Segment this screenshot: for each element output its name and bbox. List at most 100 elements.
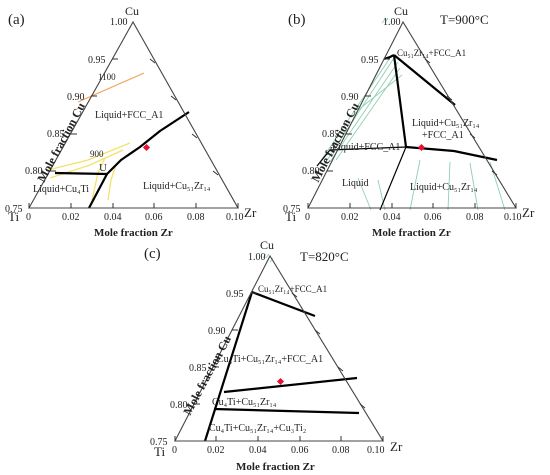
svg-text:0.85: 0.85: [189, 363, 207, 374]
region-cu51zr14-fcc-b: Cu₅₁Zr₁₄+FCC_A1: [397, 48, 466, 58]
region-cu4ti-cu51zr14-fcc-c: Cu₄Ti+Cu₅₁Zr₁₄+FCC_A1: [217, 354, 323, 365]
svg-text:0.95: 0.95: [226, 289, 244, 300]
svg-text:0: 0: [26, 212, 31, 223]
svg-text:0.06: 0.06: [291, 445, 309, 456]
temperature-label-c: T=820°C: [300, 249, 349, 264]
temperature-label-b: T=900°C: [440, 12, 489, 27]
zr-tick-labels-a: 0 0.02 0.04 0.06 0.08 0.10: [26, 212, 244, 223]
region-cu51zr14-fcc-c: Cu₅₁Zr₁₄+FCC_A1: [258, 284, 327, 294]
isotherm-1100-line: [77, 72, 145, 103]
boundary-liquid-fcc-b: [316, 146, 407, 167]
panel-b-ticks: [307, 58, 517, 208]
svg-text:0.95: 0.95: [88, 55, 106, 66]
zr-tick-labels-b: 0 0.02 0.04 0.06 0.08 0.10: [305, 212, 522, 223]
svg-text:0.04: 0.04: [383, 212, 401, 223]
isotherm-900-upper: [47, 142, 131, 171]
tie-lines-c: [262, 253, 274, 263]
panel-a-label: (a): [8, 12, 25, 28]
point-u-label: U: [99, 162, 107, 174]
isotherm-1100-label: 1100: [98, 72, 116, 82]
svg-text:0.04: 0.04: [104, 212, 122, 223]
panel-b-label: (b): [288, 12, 306, 28]
svg-text:0.85: 0.85: [322, 129, 340, 140]
svg-text:0.10: 0.10: [504, 212, 522, 223]
svg-text:0: 0: [172, 445, 177, 456]
axis-label-zr-c: Zr: [390, 439, 403, 454]
svg-text:0: 0: [305, 212, 310, 223]
boundary-fcc-top-b: [383, 54, 395, 61]
axis-label-zr-a: Zr: [244, 205, 257, 220]
panel-a: (a) 1100 900 U: [5, 4, 257, 239]
svg-text:0.95: 0.95: [361, 55, 379, 66]
boundary-cu4ti-cu51zr14: [88, 173, 108, 209]
boundary-fcc-cu51zr14: [106, 111, 190, 175]
svg-text:0.08: 0.08: [466, 212, 484, 223]
apex-label-a: Cu: [125, 4, 139, 18]
corner-label-ti-a: Ti: [8, 209, 19, 224]
xlabel-a: Mole fraction Zr: [94, 227, 173, 239]
svg-text:0.80: 0.80: [170, 400, 188, 411]
svg-text:1.00: 1.00: [383, 17, 401, 28]
region-liquid-cu51zr14-fcc-line1-b: Liquid+Cu₅₁Zr₁₄: [412, 118, 480, 129]
composition-marker-c: [276, 377, 285, 386]
boundary-cu51zr14-b: [393, 54, 456, 106]
isotherm-900-label: 900: [90, 149, 104, 159]
svg-text:0.75: 0.75: [150, 437, 168, 448]
region-liquid-cu51zr14: Liquid+Cu₅₁Zr₁₄: [143, 181, 211, 192]
svg-text:0.06: 0.06: [424, 212, 442, 223]
apex-label-c: Cu: [260, 238, 274, 252]
svg-text:0.85: 0.85: [47, 129, 65, 140]
svg-text:0.75: 0.75: [5, 204, 23, 215]
svg-text:0.02: 0.02: [207, 445, 225, 456]
panel-c-triangle-frame: [174, 254, 384, 442]
svg-text:0.08: 0.08: [187, 212, 205, 223]
svg-text:0.10: 0.10: [367, 445, 385, 456]
region-liquid-fcc: Liquid+FCC_A1: [95, 110, 163, 121]
region-cu4ti-cu51zr14-c: Cu₄Ti+Cu₅₁Zr₁₄: [212, 397, 277, 408]
region-liquid-cu51zr14-fcc-line2-b: +FCC_A1: [422, 130, 464, 141]
apex-label-b: Cu: [394, 4, 408, 18]
svg-text:0.10: 0.10: [226, 212, 244, 223]
tie-lines-b: [317, 17, 506, 211]
panel-c: (c) T=820°C: [144, 238, 403, 473]
corner-label-ti-b: Ti: [285, 209, 296, 224]
cu-tick-labels-c: 1.00 0.95 0.90 0.85 0.80 0.75: [150, 252, 266, 448]
svg-text:0.08: 0.08: [332, 445, 350, 456]
boundary-fcc-cu4ti: [54, 171, 108, 176]
region-liquid-fcc-b: Liquid+FCC_A1: [332, 142, 400, 153]
svg-text:0.02: 0.02: [341, 212, 359, 223]
cu-tick-labels-b: 1.00 0.95 0.90 0.85 0.80 0.75: [283, 17, 401, 215]
panel-a-triangle-frame: [28, 20, 239, 209]
boundary-three-phase-lower-c: [213, 407, 360, 415]
region-liquid-cu51zr14-b: Liquid+Cu₅₁Zr₁₄: [410, 182, 478, 193]
panel-c-label: (c): [144, 246, 161, 262]
corner-label-ti-c: Ti: [154, 444, 165, 459]
cu-tick-labels-a: 1.00 0.95 0.90 0.85 0.80 0.75: [5, 17, 128, 215]
axis-label-zr-b: Zr: [522, 205, 535, 220]
svg-text:1.00: 1.00: [110, 17, 128, 28]
region-cu4ti-cu51zr14-cu3ti2-c: Cu₄Ti+Cu₅₁Zr₁₄+Cu₃Ti₂: [209, 423, 306, 434]
boundary-three-phase-upper-c: [223, 376, 358, 394]
region-liquid-b: Liquid: [342, 178, 369, 189]
zr-tick-labels-c: 0 0.02 0.04 0.06 0.08 0.10: [172, 445, 385, 456]
composition-marker-b: [417, 143, 426, 152]
svg-text:0.04: 0.04: [249, 445, 267, 456]
panel-c-ticks: [174, 292, 384, 441]
svg-text:1.00: 1.00: [248, 252, 266, 263]
svg-text:0.02: 0.02: [62, 212, 80, 223]
boundary-fcc-liquid-b: [392, 54, 408, 148]
panel-b-triangle-frame: [307, 20, 517, 209]
region-liquid-cu4ti: Liquid+Cu₄Ti: [33, 184, 89, 195]
svg-text:0.80: 0.80: [25, 166, 43, 177]
svg-text:0.75: 0.75: [283, 204, 301, 215]
composition-marker-a: [142, 143, 151, 152]
boundary-fcc-left-c: [203, 291, 254, 442]
boundary-cu51zr14-fcc-c: [251, 290, 316, 318]
isotherm-900-right: [107, 164, 117, 201]
boundary-liquid-left-b: [379, 146, 407, 211]
svg-text:0.06: 0.06: [145, 212, 163, 223]
xlabel-c: Mole fraction Zr: [236, 461, 315, 473]
svg-text:0.90: 0.90: [67, 92, 85, 103]
panel-a-ticks: [28, 58, 239, 208]
